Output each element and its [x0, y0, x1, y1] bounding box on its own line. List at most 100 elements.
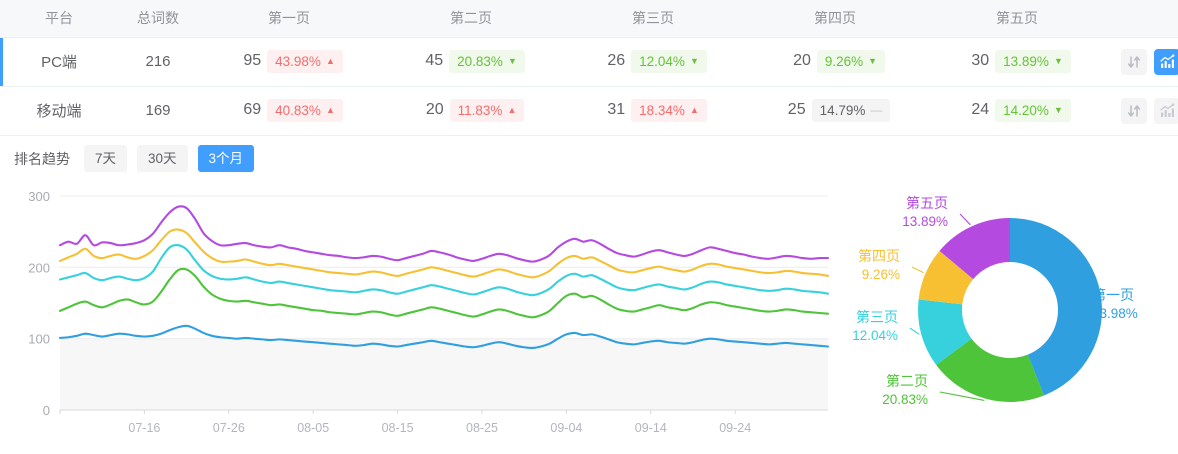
- page-3-count: 26: [607, 52, 626, 70]
- cell-page-1: 95 43.98% ▲: [198, 37, 380, 87]
- table-body: PC端 216 95 43.98% ▲ 45 20.83% ▼ 26 12.04%: [0, 37, 1178, 136]
- page-4-percent-badge: 14.79% —: [811, 98, 891, 123]
- percent-value: 14.79%: [819, 102, 866, 118]
- cell-page-1: 69 40.83% ▲: [198, 86, 380, 136]
- table-header-row: 平台 总词数 第一页 第二页 第三页 第四页 第五页: [0, 0, 1178, 38]
- cell-page-4: 25 14.79% —: [744, 86, 926, 136]
- rank-trend-line-chart[interactable]: 0 100 200 300 07-16 07-26 08-05 08-15 08-25 09-04…: [0, 182, 840, 454]
- trend-up-icon: ▲: [325, 55, 335, 66]
- trend-down-icon: ▼: [1053, 55, 1063, 66]
- page-distribution-donut-chart[interactable]: 第一页 43.98% 第二页 20.83% 第三页 12.04% 第四页 9.26% 第五页 13…: [840, 182, 1178, 442]
- column-header-platform: 平台: [0, 0, 118, 38]
- trend-up-icon: ▲: [689, 104, 699, 115]
- trend-down-icon: ▼: [1053, 104, 1063, 115]
- cell-page-4: 20 9.26% ▼: [744, 37, 926, 87]
- cell-actions: [1108, 37, 1178, 87]
- page-3-count: 31: [607, 101, 626, 119]
- bar-chart-trend-icon[interactable]: [1154, 97, 1178, 124]
- cell-page-5: 24 14.20% ▼: [926, 86, 1108, 136]
- svg-text:12.04%: 12.04%: [852, 328, 898, 343]
- column-header-page1: 第一页: [198, 0, 380, 38]
- trend-flat-icon: —: [870, 103, 883, 118]
- bar-chart-trend-icon[interactable]: [1154, 48, 1178, 75]
- page-3-percent-badge: 12.04% ▼: [631, 49, 707, 74]
- rank-table: 平台 总词数 第一页 第二页 第三页 第四页 第五页 PC端 216 95 43.…: [0, 0, 1178, 136]
- cell-page-3: 26 12.04% ▼: [562, 37, 744, 87]
- sort-icon[interactable]: [1121, 48, 1147, 75]
- page-2-count: 45: [425, 52, 444, 70]
- svg-text:300: 300: [28, 189, 50, 204]
- column-header-actions: [1108, 0, 1178, 38]
- column-header-page2: 第二页: [380, 0, 562, 38]
- table-row[interactable]: 移动端 169 69 40.83% ▲ 20 11.83% ▲ 31 18.34%: [0, 86, 1178, 136]
- cell-platform: PC端: [0, 37, 118, 87]
- page-1-count: 95: [243, 52, 262, 70]
- cell-page-5: 30 13.89% ▼: [926, 37, 1108, 87]
- cell-total-keywords: 216: [118, 37, 198, 87]
- svg-text:08-15: 08-15: [382, 421, 414, 435]
- charts-row: 0 100 200 300 07-16 07-26 08-05 08-15 08-25 09-04…: [0, 182, 1178, 454]
- svg-text:09-24: 09-24: [719, 421, 751, 435]
- svg-text:07-26: 07-26: [213, 421, 245, 435]
- tab-30-days[interactable]: 30天: [137, 144, 188, 173]
- platform-label: 移动端: [36, 103, 82, 120]
- cell-page-2: 20 11.83% ▲: [380, 86, 562, 136]
- page-5-percent-badge: 13.89% ▼: [995, 49, 1071, 74]
- percent-value: 20.83%: [457, 53, 503, 69]
- page-4-count: 25: [787, 101, 806, 119]
- page-3-percent-badge: 18.34% ▲: [631, 98, 707, 123]
- percent-value: 14.20%: [1003, 102, 1049, 118]
- page-5-count: 30: [971, 52, 990, 70]
- trend-up-icon: ▲: [507, 104, 517, 115]
- table-row[interactable]: PC端 216 95 43.98% ▲ 45 20.83% ▼ 26 12.04%: [0, 37, 1178, 87]
- svg-text:08-25: 08-25: [466, 421, 498, 435]
- trend-down-icon: ▼: [868, 55, 878, 66]
- column-header-page5: 第五页: [926, 0, 1108, 38]
- svg-text:20.83%: 20.83%: [882, 392, 928, 407]
- platform-label: PC端: [41, 54, 77, 71]
- svg-text:09-04: 09-04: [550, 421, 582, 435]
- page-5-percent-badge: 14.20% ▼: [995, 98, 1071, 123]
- svg-text:第五页: 第五页: [906, 195, 948, 211]
- percent-value: 13.89%: [1003, 53, 1049, 69]
- trend-down-icon: ▼: [507, 55, 517, 66]
- page-1-percent-badge: 40.83% ▲: [267, 98, 343, 123]
- line-chart-svg: 0 100 200 300 07-16 07-26 08-05 08-15 08-25 09-04…: [28, 189, 830, 435]
- page-1-count: 69: [243, 101, 262, 119]
- svg-text:第三页: 第三页: [856, 309, 898, 325]
- cell-page-3: 31 18.34% ▲: [562, 86, 744, 136]
- svg-text:9.26%: 9.26%: [862, 267, 900, 282]
- percent-value: 11.83%: [457, 102, 503, 118]
- column-header-page4: 第四页: [744, 0, 926, 38]
- cell-page-2: 45 20.83% ▼: [380, 37, 562, 87]
- svg-text:第二页: 第二页: [886, 373, 928, 389]
- cell-total-keywords: 169: [118, 86, 198, 136]
- sort-icon[interactable]: [1121, 97, 1147, 124]
- trend-toolbar: 排名趋势 7天 30天 3个月: [0, 136, 1178, 182]
- page-1-percent-badge: 43.98% ▲: [267, 49, 343, 74]
- percent-value: 43.98%: [275, 53, 321, 69]
- column-header-page3: 第三页: [562, 0, 744, 38]
- trend-title: 排名趋势: [14, 150, 70, 167]
- page-4-count: 20: [793, 52, 811, 70]
- page-5-count: 24: [971, 101, 990, 119]
- cell-actions: [1108, 86, 1178, 136]
- trend-up-icon: ▲: [325, 104, 335, 115]
- total-value: 169: [145, 102, 171, 119]
- tab-3-months[interactable]: 3个月: [197, 144, 255, 173]
- tab-7-days[interactable]: 7天: [84, 144, 128, 173]
- svg-text:200: 200: [28, 260, 50, 275]
- page-2-percent-badge: 20.83% ▼: [449, 49, 525, 74]
- svg-text:43.98%: 43.98%: [1092, 306, 1138, 321]
- total-value: 216: [145, 53, 171, 70]
- trend-down-icon: ▼: [689, 55, 699, 66]
- cell-platform: 移动端: [0, 86, 118, 136]
- column-header-total: 总词数: [118, 0, 198, 38]
- svg-text:07-16: 07-16: [128, 421, 160, 435]
- page-2-count: 20: [425, 101, 444, 119]
- percent-value: 40.83%: [275, 102, 321, 118]
- svg-text:100: 100: [28, 331, 50, 346]
- svg-text:第一页: 第一页: [1092, 287, 1134, 303]
- percent-value: 18.34%: [639, 102, 685, 118]
